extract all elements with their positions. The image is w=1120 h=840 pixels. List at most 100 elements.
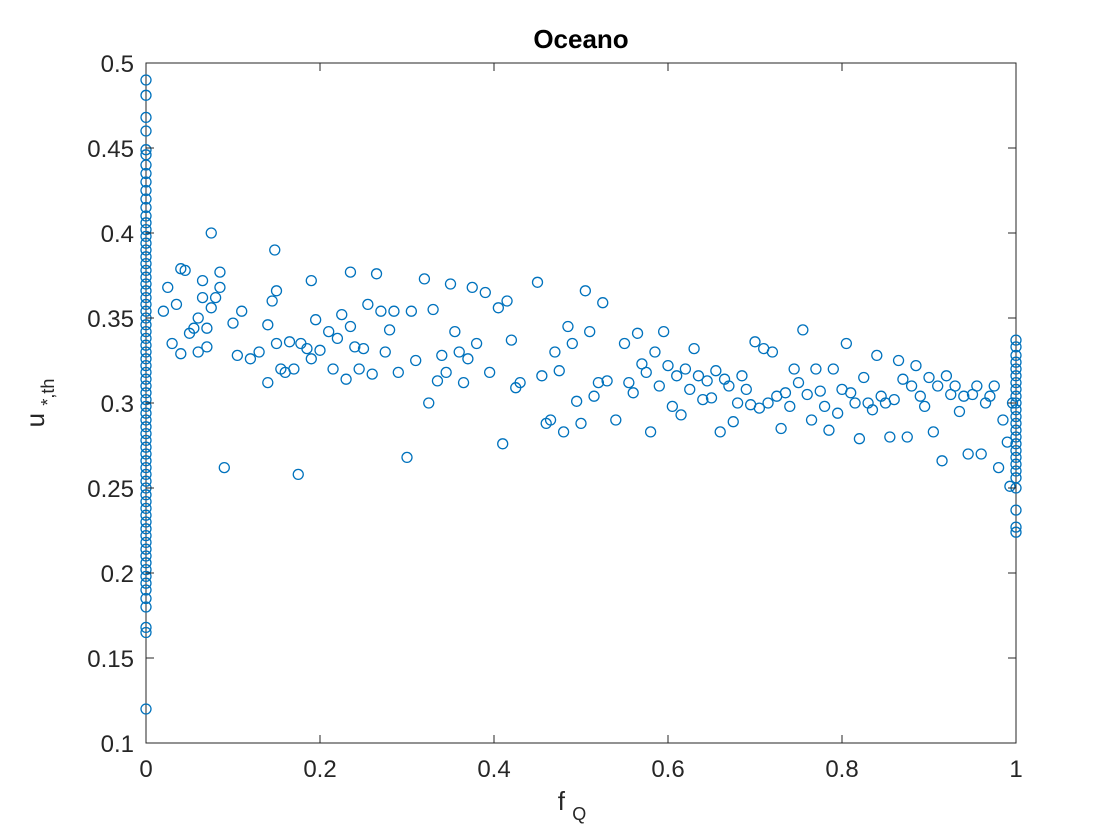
scatter-point [1010, 370, 1022, 382]
scatter-point [262, 319, 274, 331]
scatter-point [301, 342, 313, 355]
scatter-point [140, 346, 152, 358]
scatter-point [140, 366, 152, 379]
scatter-point [723, 380, 735, 392]
scatter-point [140, 210, 152, 222]
y-tick-label: 0.1 [101, 731, 134, 758]
scatter-point [140, 414, 152, 426]
scatter-point [327, 363, 339, 375]
scatter-point [1010, 526, 1022, 538]
scatter-point [218, 461, 230, 474]
scatter-point [784, 400, 796, 413]
y-tick-label: 0.5 [101, 51, 134, 78]
scatter-point [140, 201, 152, 214]
scatter-point [179, 264, 191, 277]
scatter-point [162, 281, 174, 294]
scatter-point [270, 285, 283, 297]
scatter-point [188, 322, 200, 334]
scatter-point [962, 448, 974, 460]
scatter-point [858, 371, 870, 384]
scatter-point [140, 217, 152, 229]
scatter-point [1010, 451, 1022, 464]
scatter-point [340, 373, 352, 385]
scatter-point [323, 325, 335, 338]
scatter-point [236, 305, 248, 317]
scatter-point [544, 414, 557, 426]
scatter-point [779, 387, 792, 399]
scatter-point [549, 346, 561, 358]
scatter-point [853, 433, 866, 445]
scatter-point [919, 400, 931, 413]
scatter-point [370, 268, 383, 280]
y-axis-label: u *,th [20, 379, 58, 428]
scatter-point [832, 407, 844, 419]
scatter-point [205, 302, 217, 314]
y-tick-label: 0.45 [87, 136, 134, 163]
scatter-point [623, 376, 635, 389]
scatter-point [375, 305, 387, 317]
scatter-point [1006, 397, 1019, 409]
scatter-point [562, 320, 574, 333]
scatter-point [736, 370, 748, 382]
scatter-point [801, 388, 813, 401]
scatter-point [531, 276, 544, 288]
scatter-point [140, 448, 152, 460]
scatter-point [871, 349, 883, 362]
scatter-point [1010, 417, 1022, 430]
scatter-point [353, 363, 365, 375]
data-points-group [140, 74, 1022, 715]
scatter-point [140, 557, 152, 569]
scatter-point [927, 426, 939, 438]
scatter-point [740, 383, 752, 396]
scatter-point [269, 244, 281, 256]
scatter-point [971, 380, 983, 392]
scatter-point [610, 414, 622, 426]
scatter-point [192, 346, 204, 358]
scatter-point [140, 159, 152, 171]
scatter-point [749, 336, 761, 348]
scatter-point [196, 291, 209, 304]
scatter-point [140, 468, 152, 481]
scatter-point [362, 298, 374, 311]
scatter-point [405, 305, 418, 317]
scatter-point [140, 387, 152, 399]
scatter-point [597, 297, 609, 309]
scatter-point [679, 363, 692, 375]
scatter-point [140, 359, 152, 372]
scatter-point [140, 230, 152, 243]
scatter-point [379, 346, 391, 358]
scatter-point [140, 251, 152, 263]
scatter-point [344, 320, 357, 333]
scatter-point [140, 461, 152, 474]
scatter-point [988, 380, 1000, 392]
scatter-point [658, 325, 670, 338]
scatter-point [140, 176, 152, 188]
scatter-point [1010, 356, 1022, 368]
scatter-point [814, 385, 826, 397]
scatter-point [692, 370, 705, 382]
scatter-point [762, 397, 774, 409]
scatter-point [140, 550, 152, 562]
scatter-point [288, 363, 300, 375]
scatter-point [671, 370, 683, 382]
x-tick-label: 0 [139, 756, 152, 783]
scatter-point [140, 74, 152, 86]
scatter-point [231, 349, 244, 362]
scatter-point [1010, 341, 1022, 353]
scatter-point [140, 339, 152, 351]
scatter-point [227, 317, 239, 329]
scatter-point [662, 359, 674, 372]
scatter-point [205, 227, 217, 239]
scatter-point [201, 341, 213, 353]
y-axis-label-base: u [20, 413, 50, 427]
scatter-point [253, 346, 265, 358]
scatter-point [505, 334, 518, 346]
y-tick-label: 0.35 [87, 306, 134, 333]
scatter-point [140, 305, 152, 317]
scatter-point [196, 274, 209, 287]
scatter-point [588, 390, 600, 402]
scatter-point [140, 489, 152, 501]
scatter-point [536, 370, 548, 382]
scatter-point [1004, 480, 1016, 492]
scatter-point [305, 274, 317, 287]
